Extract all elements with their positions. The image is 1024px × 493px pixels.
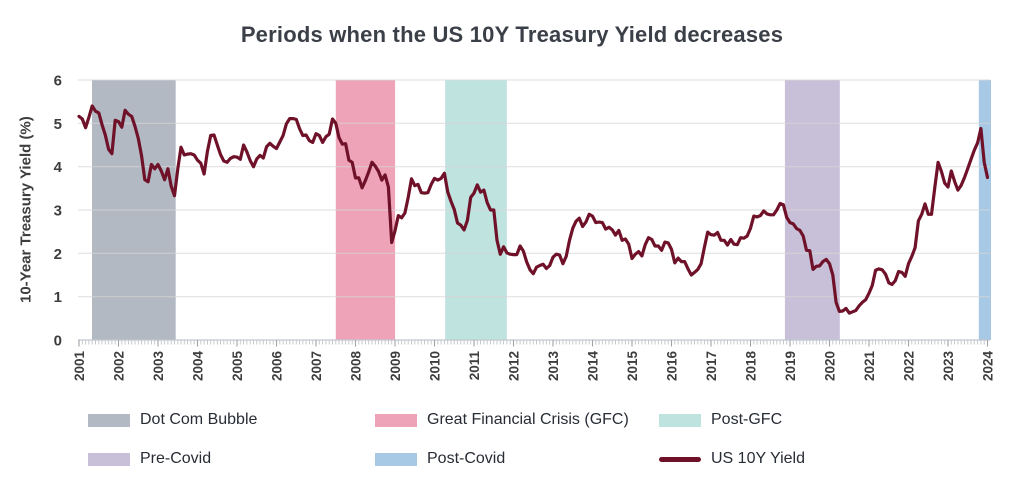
- y-axis: 0 1 2 3 4 5 6: [54, 73, 63, 350]
- svg-text:2012: 2012: [507, 351, 522, 381]
- svg-text:1: 1: [54, 289, 62, 306]
- svg-text:2007: 2007: [309, 351, 324, 381]
- legend-label: Post-Covid: [427, 450, 506, 467]
- post-covid-swatch: [375, 452, 417, 466]
- svg-text:2020: 2020: [823, 351, 838, 381]
- legend-label: Pre-Covid: [140, 450, 212, 467]
- svg-text:2019: 2019: [783, 351, 798, 381]
- svg-text:3: 3: [54, 203, 62, 220]
- svg-text:2010: 2010: [428, 351, 443, 381]
- svg-text:2005: 2005: [230, 351, 245, 382]
- svg-text:2015: 2015: [625, 351, 640, 382]
- legend-item-us-10y-yield: US 10Y Yield: [659, 449, 805, 469]
- svg-text:2024: 2024: [981, 351, 996, 382]
- legend-item-post-covid: Post-Covid: [375, 449, 505, 469]
- svg-text:2003: 2003: [151, 351, 166, 382]
- gfc-swatch: [375, 413, 417, 427]
- svg-text:2002: 2002: [112, 351, 127, 381]
- svg-text:0: 0: [54, 333, 62, 350]
- yield-line: [77, 104, 990, 315]
- svg-text:2022: 2022: [902, 351, 917, 381]
- svg-text:2013: 2013: [546, 351, 561, 382]
- legend-label: Post-GFC: [711, 411, 783, 428]
- gridlines: [78, 79, 990, 298]
- svg-text:2011: 2011: [467, 351, 482, 381]
- legend-item-dot-com-bubble: Dot Com Bubble: [88, 410, 257, 430]
- svg-text:2008: 2008: [349, 351, 364, 382]
- svg-text:2004: 2004: [191, 351, 206, 382]
- legend-item-gfc: Great Financial Crisis (GFC): [375, 410, 629, 430]
- svg-text:6: 6: [54, 73, 62, 90]
- dot-com-bubble-swatch: [88, 413, 130, 427]
- legend-label: Dot Com Bubble: [140, 411, 258, 428]
- svg-text:5: 5: [54, 116, 62, 133]
- legend-label: US 10Y Yield: [711, 450, 805, 467]
- post-gfc-swatch: [659, 413, 701, 427]
- svg-text:2016: 2016: [665, 351, 680, 382]
- us-10y-yield-line-swatch: [659, 456, 701, 462]
- legend-item-post-gfc: Post-GFC: [659, 410, 782, 430]
- svg-text:2: 2: [54, 246, 62, 263]
- svg-text:2023: 2023: [941, 351, 956, 382]
- svg-text:2006: 2006: [270, 351, 285, 382]
- svg-text:2001: 2001: [72, 351, 87, 382]
- svg-text:2018: 2018: [744, 351, 759, 382]
- svg-text:4: 4: [54, 159, 63, 176]
- svg-text:2021: 2021: [862, 351, 877, 382]
- svg-text:2017: 2017: [704, 351, 719, 381]
- legend-label: Great Financial Crisis (GFC): [427, 411, 629, 428]
- svg-text:2014: 2014: [586, 351, 601, 382]
- x-axis: 2001 2002 2003 2004 2005 2006 2007 2008 2009 2010…: [72, 339, 996, 382]
- chart-plot: 2001 2002 2003 2004 2005 2006 2007 2008 2009 2010…: [54, 73, 996, 382]
- svg-text:2009: 2009: [388, 351, 403, 381]
- pre-covid-swatch: [88, 452, 130, 466]
- chart-title: Periods when the US 10Y Treasury Yield d…: [240, 22, 784, 47]
- legend-item-pre-covid: Pre-Covid: [88, 449, 211, 469]
